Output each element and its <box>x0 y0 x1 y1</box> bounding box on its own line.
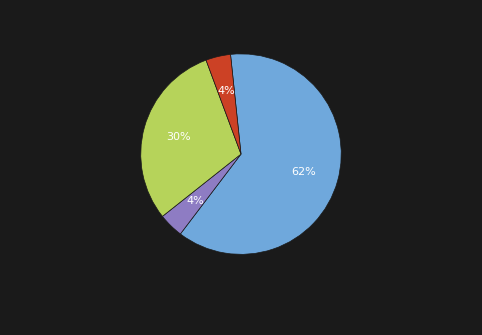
Wedge shape <box>141 60 241 216</box>
Legend: Wages & Salaries, Employee Benefits, Operating Expenses, Safety Net: Wages & Salaries, Employee Benefits, Ope… <box>38 332 444 335</box>
Text: 30%: 30% <box>166 132 190 142</box>
Wedge shape <box>162 154 241 234</box>
Text: 4%: 4% <box>217 86 235 96</box>
Wedge shape <box>180 54 341 254</box>
Text: 4%: 4% <box>187 196 204 206</box>
Wedge shape <box>206 54 241 154</box>
Text: 62%: 62% <box>292 166 316 177</box>
